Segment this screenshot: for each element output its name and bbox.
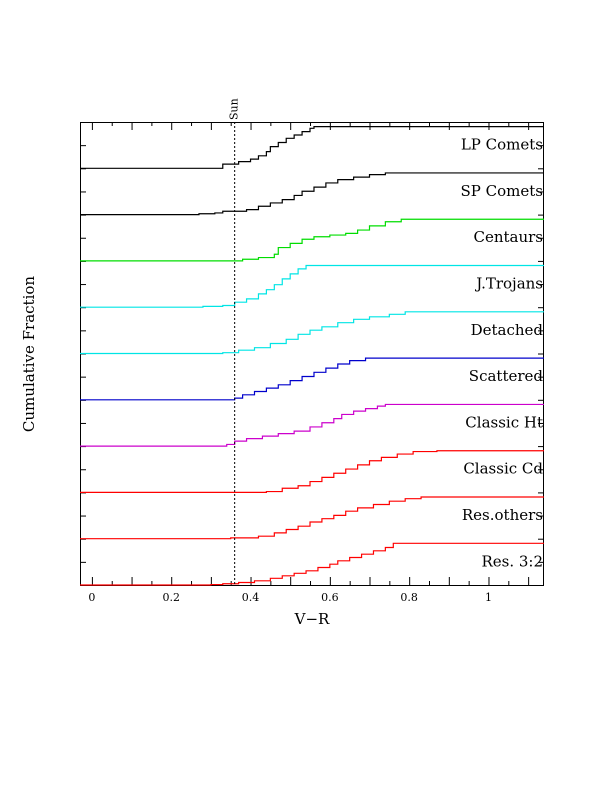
series-label: Res.others — [462, 506, 543, 524]
series-line — [80, 403, 544, 447]
x-tick-label: 0.6 — [321, 591, 339, 604]
series-group: Res. 3:2 Res.others Classic Cd Classic Ht Sc… — [80, 126, 544, 586]
series-label: Detached — [471, 321, 544, 339]
sun-label: Sun — [228, 98, 241, 120]
series-label: LP Comets — [461, 136, 543, 154]
x-tick-label: 0.2 — [162, 591, 180, 604]
series-line — [80, 311, 544, 355]
series-line — [80, 172, 544, 216]
y-axis-label: Cumulative Fraction — [20, 276, 38, 432]
series-line — [80, 218, 544, 262]
series-line — [80, 450, 544, 493]
series-label: Centaurs — [473, 228, 543, 246]
series-line — [80, 126, 544, 169]
x-tick-label: 0.8 — [400, 591, 418, 604]
x-tick-label: 0 — [88, 591, 95, 604]
x-axis-label: V−R — [294, 610, 330, 628]
series-line — [80, 264, 544, 308]
series-label: Scattered — [469, 367, 544, 385]
series-label: Classic Ht — [465, 413, 543, 431]
series-label: Res. 3:2 — [481, 552, 543, 570]
series-label: SP Comets — [461, 182, 543, 200]
series-label: Classic Cd — [463, 460, 543, 478]
series-label: J.Trojans — [474, 275, 543, 293]
x-tick-label: 0.4 — [242, 591, 260, 604]
series-line — [80, 542, 544, 586]
x-tick-labels: 0 0.2 0.4 0.6 0.8 1 — [88, 591, 492, 604]
series-line — [80, 357, 544, 401]
x-tick-label: 1 — [485, 591, 492, 604]
series-line — [80, 496, 544, 540]
